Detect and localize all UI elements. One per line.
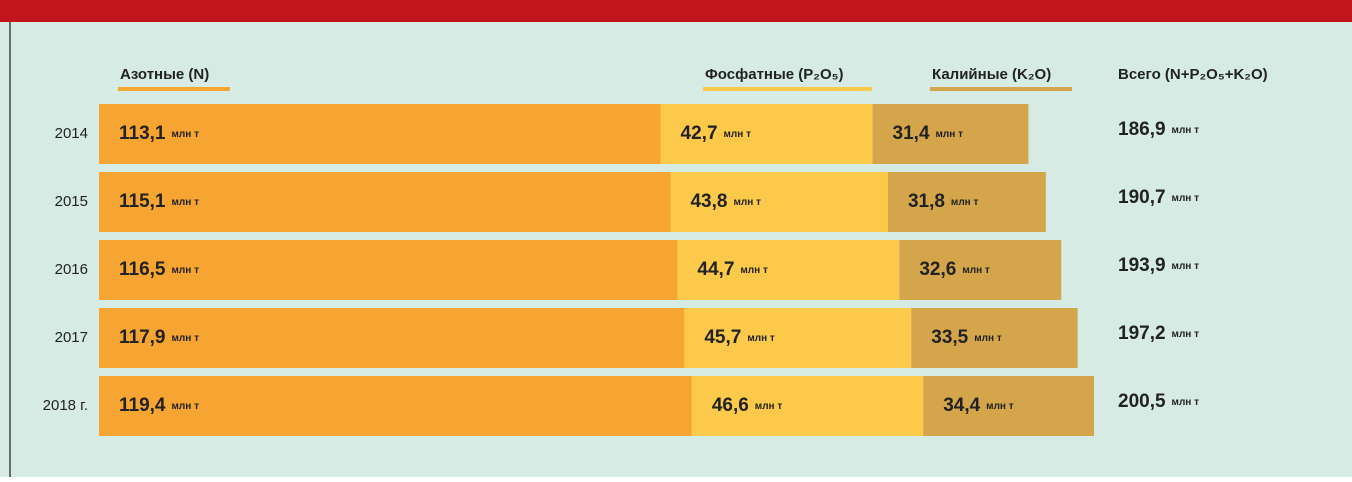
- value-number: 31,4: [893, 123, 930, 144]
- value-unit: млн т: [936, 129, 964, 140]
- bar-segment: [677, 240, 900, 300]
- bar-segment: [887, 172, 1046, 232]
- total-unit: млн т: [1172, 193, 1200, 204]
- value-label: 43,8 млн т: [690, 191, 761, 212]
- totals-header: Всего (N+P₂O₅+K₂O): [1118, 66, 1268, 83]
- value-label: 119,4 млн т: [119, 395, 199, 416]
- legend-label: Азотные (N): [120, 66, 209, 83]
- bar-segment: [684, 308, 912, 368]
- value-number: 44,7: [697, 259, 734, 280]
- value-label: 34,4 млн т: [943, 395, 1014, 416]
- total-unit: млн т: [1172, 329, 1200, 340]
- legend-swatch: [703, 87, 872, 91]
- value-number: 45,7: [704, 327, 741, 348]
- value-number: 116,5: [119, 259, 166, 280]
- value-label: 33,5 млн т: [931, 327, 1002, 348]
- legend-swatch: [118, 87, 230, 91]
- category-label: 2017: [55, 329, 88, 346]
- bar-segment: [911, 308, 1078, 368]
- bar-segment: [691, 376, 924, 436]
- value-unit: млн т: [962, 265, 990, 276]
- total-label: 200,5 млн т: [1118, 391, 1199, 412]
- value-label: 117,9 млн т: [119, 327, 199, 348]
- value-label: 46,6 млн т: [712, 395, 783, 416]
- category-label: 2018 г.: [43, 397, 88, 414]
- total-unit: млн т: [1172, 125, 1200, 136]
- total-number: 186,9: [1118, 119, 1166, 140]
- value-number: 33,5: [931, 327, 968, 348]
- value-unit: млн т: [172, 265, 200, 276]
- value-label: 45,7 млн т: [704, 327, 775, 348]
- value-unit: млн т: [172, 197, 200, 208]
- total-label: 193,9 млн т: [1118, 255, 1199, 276]
- value-unit: млн т: [974, 333, 1002, 344]
- category-label: 2014: [55, 125, 88, 142]
- bar-segment: [99, 308, 685, 368]
- value-number: 42,7: [681, 123, 718, 144]
- value-number: 34,4: [943, 395, 980, 416]
- value-label: 113,1 млн т: [119, 123, 199, 144]
- value-unit: млн т: [733, 197, 761, 208]
- legend-swatch: [930, 87, 1072, 91]
- value-label: 115,1 млн т: [119, 191, 199, 212]
- value-label: 42,7 млн т: [681, 123, 752, 144]
- category-label: 2016: [55, 261, 88, 278]
- bar-segment: [660, 104, 873, 164]
- value-unit: млн т: [747, 333, 775, 344]
- value-number: 119,4: [119, 395, 166, 416]
- value-number: 115,1: [119, 191, 166, 212]
- value-number: 117,9: [119, 327, 166, 348]
- bar-segment: [670, 172, 888, 232]
- bar-segment: [923, 376, 1094, 436]
- total-number: 190,7: [1118, 187, 1166, 208]
- bar-segment: [99, 240, 678, 300]
- value-label: 31,8 млн т: [908, 191, 979, 212]
- total-number: 197,2: [1118, 323, 1166, 344]
- value-unit: млн т: [172, 401, 200, 412]
- category-label: 2015: [55, 193, 88, 210]
- total-label: 197,2 млн т: [1118, 323, 1199, 344]
- value-unit: млн т: [172, 129, 200, 140]
- value-number: 31,8: [908, 191, 945, 212]
- total-number: 200,5: [1118, 391, 1166, 412]
- value-label: 31,4 млн т: [893, 123, 964, 144]
- total-label: 190,7 млн т: [1118, 187, 1199, 208]
- value-unit: млн т: [951, 197, 979, 208]
- value-label: 44,7 млн т: [697, 259, 768, 280]
- legend-label: Калийные (K₂O): [932, 66, 1051, 83]
- value-unit: млн т: [986, 401, 1014, 412]
- bar-segment: [899, 240, 1062, 300]
- value-unit: млн т: [724, 129, 752, 140]
- bar-segment: [99, 376, 692, 436]
- value-unit: млн т: [755, 401, 783, 412]
- value-number: 46,6: [712, 395, 749, 416]
- value-number: 32,6: [919, 259, 956, 280]
- value-number: 113,1: [119, 123, 166, 144]
- value-number: 43,8: [690, 191, 727, 212]
- total-unit: млн т: [1172, 397, 1200, 408]
- total-number: 193,9: [1118, 255, 1166, 276]
- total-unit: млн т: [1172, 261, 1200, 272]
- top-band: [0, 0, 1352, 22]
- bar-segment: [99, 172, 671, 232]
- legend-label: Фосфатные (P₂O₅): [705, 66, 844, 83]
- bar-segment: [99, 104, 661, 164]
- value-unit: млн т: [740, 265, 768, 276]
- bar-segment: [872, 104, 1029, 164]
- value-unit: млн т: [172, 333, 200, 344]
- value-label: 32,6 млн т: [919, 259, 990, 280]
- value-label: 116,5 млн т: [119, 259, 199, 280]
- total-label: 186,9 млн т: [1118, 119, 1199, 140]
